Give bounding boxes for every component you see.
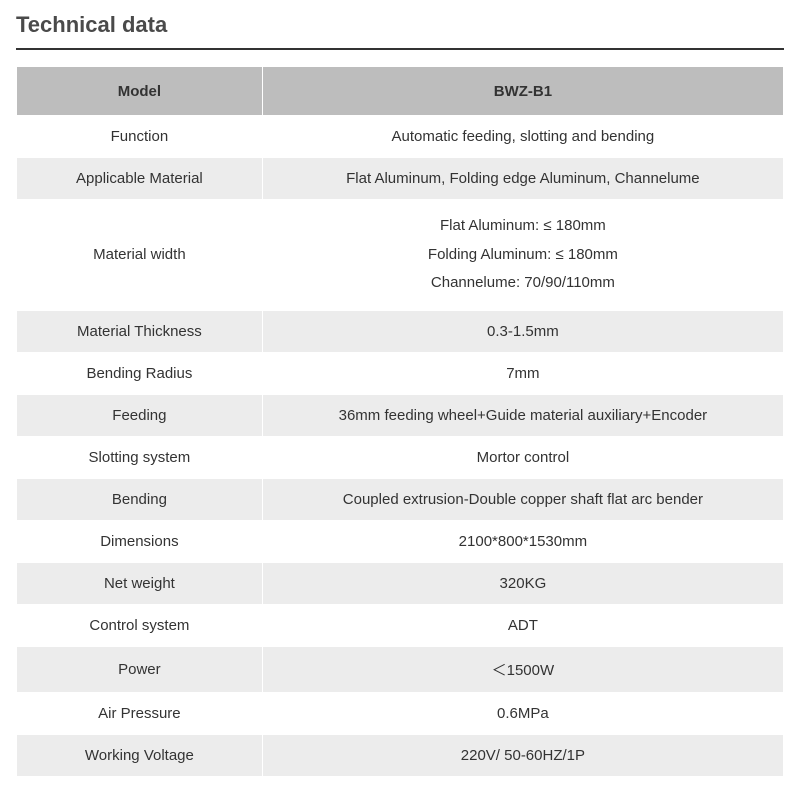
row-value: 0.3-1.5mm: [263, 311, 783, 352]
row-label: Material width: [17, 200, 262, 310]
table-row: Slotting systemMortor control: [17, 437, 783, 478]
row-value: 36mm feeding wheel+Guide material auxili…: [263, 395, 783, 436]
page-title: Technical data: [16, 12, 784, 50]
row-label: Bending: [17, 479, 262, 520]
row-label: Material Thickness: [17, 311, 262, 352]
table-row: Bending Radius7mm: [17, 353, 783, 394]
row-value: 320KG: [263, 563, 783, 604]
row-value: ADT: [263, 605, 783, 646]
table-row: Working Voltage220V/ 50-60HZ/1P: [17, 735, 783, 776]
table-row: Feeding36mm feeding wheel+Guide material…: [17, 395, 783, 436]
row-label: Dimensions: [17, 521, 262, 562]
row-label: Feeding: [17, 395, 262, 436]
table-body: FunctionAutomatic feeding, slotting and …: [17, 116, 783, 776]
row-value: 220V/ 50-60HZ/1P: [263, 735, 783, 776]
row-value: Coupled extrusion-Double copper shaft fl…: [263, 479, 783, 520]
row-value: ＜1500W: [263, 647, 783, 692]
row-label: Bending Radius: [17, 353, 262, 394]
spec-table: Model BWZ-B1 FunctionAutomatic feeding, …: [16, 66, 784, 777]
row-value: 2100*800*1530mm: [263, 521, 783, 562]
header-label: Model: [17, 67, 262, 115]
table-header-row: Model BWZ-B1: [17, 67, 783, 115]
table-row: Net weight320KG: [17, 563, 783, 604]
row-label: Working Voltage: [17, 735, 262, 776]
row-label: Applicable Material: [17, 158, 262, 199]
header-value: BWZ-B1: [263, 67, 783, 115]
table-row: Control systemADT: [17, 605, 783, 646]
row-value: Flat Aluminum: ≤ 180mmFolding Aluminum: …: [263, 200, 783, 310]
row-label: Slotting system: [17, 437, 262, 478]
table-row: FunctionAutomatic feeding, slotting and …: [17, 116, 783, 157]
row-value: Automatic feeding, slotting and bending: [263, 116, 783, 157]
row-value: 7mm: [263, 353, 783, 394]
table-row: Air Pressure0.6MPa: [17, 693, 783, 734]
row-label: Control system: [17, 605, 262, 646]
row-value: 0.6MPa: [263, 693, 783, 734]
row-label: Net weight: [17, 563, 262, 604]
row-value: Mortor control: [263, 437, 783, 478]
table-row: Applicable MaterialFlat Aluminum, Foldin…: [17, 158, 783, 199]
table-row: Material Thickness0.3-1.5mm: [17, 311, 783, 352]
table-row: BendingCoupled extrusion-Double copper s…: [17, 479, 783, 520]
table-row: Power＜1500W: [17, 647, 783, 692]
row-value: Flat Aluminum, Folding edge Aluminum, Ch…: [263, 158, 783, 199]
table-row: Dimensions2100*800*1530mm: [17, 521, 783, 562]
row-label: Power: [17, 647, 262, 692]
row-label: Function: [17, 116, 262, 157]
table-row: Material widthFlat Aluminum: ≤ 180mmFold…: [17, 200, 783, 310]
row-label: Air Pressure: [17, 693, 262, 734]
